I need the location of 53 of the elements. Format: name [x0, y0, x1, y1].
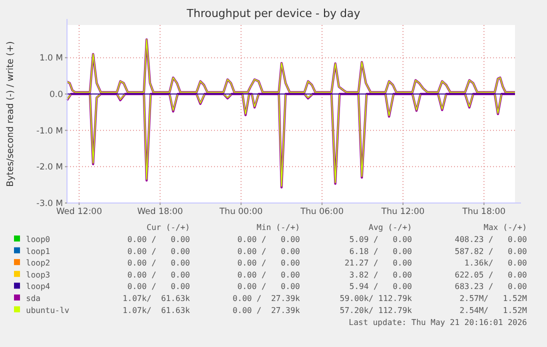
- text: 0.00 / 0.00: [127, 246, 190, 256]
- legend-label: sda: [26, 294, 41, 303]
- text: 587.82 / 0.00: [454, 246, 528, 256]
- y-tick-label: -2.0 M: [36, 162, 63, 173]
- text: 5.94 / 0.00: [349, 282, 412, 292]
- text: Last update: Thu May 21 20:16:01 2026: [348, 318, 528, 327]
- legend-label: loop0: [26, 235, 50, 244]
- text: 1.07k/ 61.63k: [122, 294, 190, 303]
- text: 0.00 / 0.00: [127, 270, 190, 280]
- text: 0.00 / 0.00: [127, 282, 190, 292]
- text: 0.00 / 0.00: [237, 282, 300, 292]
- text: 21.27 / 0.00: [344, 258, 412, 268]
- text: 5.09 / 0.00: [349, 235, 412, 244]
- text: Max (-/+): [484, 223, 527, 232]
- text: 0.00 / 27.39k: [232, 306, 300, 315]
- text: 0.00 / 0.00: [237, 258, 300, 268]
- x-tick-label: Thu 06:00: [299, 207, 344, 217]
- text: 0.00 / 0.00: [237, 246, 300, 256]
- y-tick-label: 1.0 M: [39, 54, 63, 64]
- x-tick-label: Thu 18:00: [461, 207, 506, 217]
- legend-label: loop4: [26, 282, 50, 292]
- text: 408.23 / 0.00: [454, 235, 528, 244]
- text: 683.23 / 0.00: [454, 282, 528, 292]
- text: 622.05 / 0.00: [454, 270, 528, 280]
- text: Cur (-/+): [146, 223, 190, 232]
- text: 1.36k/ 0.00: [464, 258, 528, 268]
- text: 0.00 / 0.00: [237, 270, 300, 280]
- text: Avg (-/+): [368, 223, 412, 232]
- text: 0.00 / 0.00: [127, 258, 190, 268]
- text: 1.07k/ 61.63k: [122, 306, 190, 315]
- text: 6.18 / 0.00: [349, 246, 412, 256]
- legend-label: loop1: [26, 246, 50, 256]
- text: 59.00k/ 112.79k: [340, 294, 412, 303]
- text: 0.00 / 0.00: [237, 235, 300, 244]
- chart-title: Throughput per device - by day: [186, 7, 361, 20]
- text: 2.54M/ 1.52M: [460, 306, 528, 315]
- text: 0.00 / 0.00: [127, 235, 190, 244]
- x-tick-label: Thu 00:00: [218, 207, 263, 217]
- legend-label: ubuntu-lv: [26, 306, 70, 315]
- text: Min (-/+): [256, 223, 300, 232]
- x-tick-label: Thu 12:00: [380, 207, 425, 217]
- y-tick-label: -3.0 M: [36, 199, 63, 209]
- text: 2.57M/ 1.52M: [460, 294, 528, 303]
- y-tick-label: -1.0 M: [36, 126, 63, 136]
- x-tick-label: Wed 18:00: [137, 207, 183, 217]
- legend-label: loop3: [26, 270, 50, 280]
- y-axis-title: Bytes/second read (-) / write (+): [6, 41, 16, 187]
- x-tick-label: Wed 12:00: [56, 207, 102, 217]
- text: 0.00 / 27.39k: [232, 294, 300, 303]
- y-tick-label: 0.0: [49, 90, 63, 100]
- text: 57.20k/ 112.79k: [340, 306, 412, 315]
- legend-label: loop2: [26, 258, 50, 268]
- text: 3.82 / 0.00: [349, 270, 412, 280]
